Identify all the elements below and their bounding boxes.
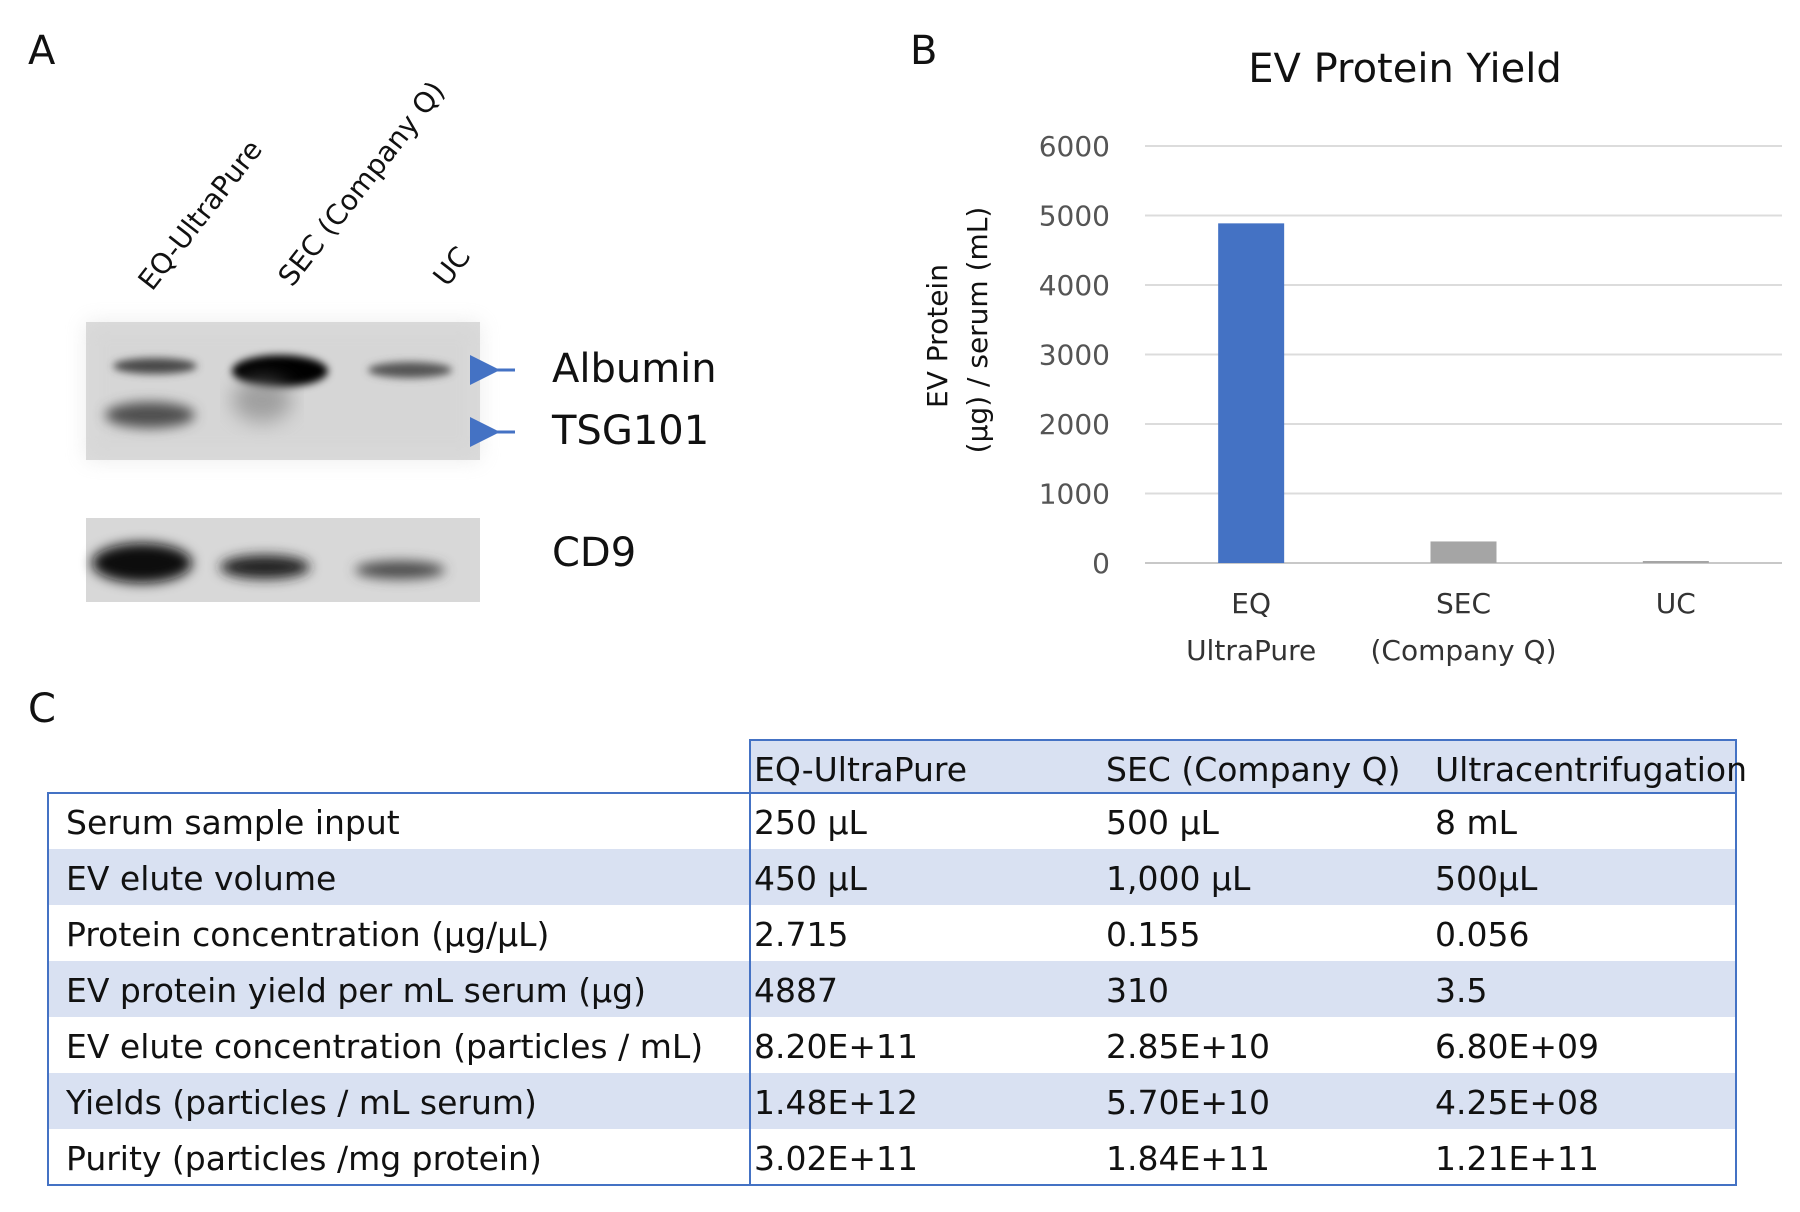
- x-tick-label: UltraPure: [1186, 634, 1316, 667]
- table-row-label: Serum sample input: [66, 803, 400, 842]
- table-row-stripe: [48, 961, 1736, 1017]
- table-cell: 1,000 µL: [1106, 859, 1251, 898]
- chart-x-ticks: EQ UltraPure SEC (Company Q) UC: [1186, 587, 1696, 667]
- panel-label-a: A: [28, 28, 56, 74]
- table-cell: 450 µL: [754, 859, 867, 898]
- band-albumin-uc: [368, 362, 452, 378]
- table-cell: 2.85E+10: [1106, 1027, 1270, 1066]
- marker-label-tsg101: TSG101: [551, 408, 709, 454]
- table-header-bg: [749, 739, 1737, 794]
- table-header-cell: EQ-UltraPure: [754, 750, 967, 789]
- x-tick-label: SEC: [1436, 587, 1491, 620]
- table-cell: 4.25E+08: [1435, 1083, 1599, 1122]
- y-tick-label: 3000: [1039, 339, 1110, 372]
- y-tick-label: 6000: [1039, 130, 1110, 163]
- table-cell: 3.02E+11: [754, 1139, 918, 1178]
- table-cell: 3.5: [1435, 971, 1487, 1010]
- marker-label-albumin: Albumin: [552, 346, 717, 392]
- table-cell: 2.715: [754, 915, 848, 954]
- bar-2: [1642, 561, 1709, 563]
- y-tick-label: 5000: [1039, 200, 1110, 233]
- panel-label-b: B: [910, 28, 938, 74]
- band-cd9-sec: [220, 555, 310, 579]
- western-blot-panel: EQ-UltraPure SEC (Company Q) UC Albumin …: [86, 75, 717, 602]
- chart-title: EV Protein Yield: [1248, 46, 1562, 92]
- table-cell: 500 µL: [1106, 803, 1219, 842]
- table-header-cell: Ultracentrifugation: [1435, 750, 1747, 789]
- y-tick-label: 1000: [1039, 478, 1110, 511]
- table-border: [47, 792, 1737, 1186]
- x-tick-label: (Company Q): [1371, 634, 1557, 667]
- chart-y-ticks: 0 1000 2000 3000 4000 5000 6000: [1039, 130, 1110, 580]
- table-cell: 1.21E+11: [1435, 1139, 1599, 1178]
- table-cell: 4887: [754, 971, 838, 1010]
- table-cell: 8 mL: [1435, 803, 1518, 842]
- blot-strip-albumin-tsg101: [86, 322, 480, 460]
- band-cd9-uc: [355, 561, 445, 579]
- blot-strip-cd9: [86, 518, 480, 602]
- y-tick-label: 4000: [1039, 269, 1110, 302]
- x-tick-label: UC: [1656, 587, 1696, 620]
- y-axis-label-line1: EV Protein: [921, 264, 954, 408]
- band-albumin-eq: [113, 358, 197, 374]
- panel-label-c: C: [28, 686, 56, 732]
- table-row-label: Protein concentration (µg/µL): [66, 915, 549, 954]
- table-cell: 1.48E+12: [754, 1083, 918, 1122]
- table-row-stripe: [48, 1073, 1736, 1129]
- table-cell: 250 µL: [754, 803, 867, 842]
- x-tick-label: EQ: [1231, 587, 1271, 620]
- table-cell: 1.84E+11: [1106, 1139, 1270, 1178]
- table-row-label: EV elute concentration (particles / mL): [66, 1027, 703, 1066]
- table-row-label: EV elute volume: [66, 859, 336, 898]
- table-row-stripe: [48, 849, 1736, 905]
- table-cell: 500µL: [1435, 859, 1538, 898]
- marker-label-cd9: CD9: [552, 530, 636, 576]
- ev-protein-yield-chart: EV Protein Yield EV Protein (µg) / serum…: [921, 46, 1782, 667]
- table-cell: 310: [1106, 971, 1169, 1010]
- table-cell: 0.056: [1435, 915, 1529, 954]
- table-row-label: Purity (particles /mg protein): [66, 1139, 542, 1178]
- table-cell: 5.70E+10: [1106, 1083, 1270, 1122]
- y-axis-label-line2: (µg) / serum (mL): [961, 207, 994, 454]
- table-cell: 0.155: [1106, 915, 1200, 954]
- band-tsg101-eq: [105, 402, 195, 428]
- table-header-cell: SEC (Company Q): [1106, 750, 1401, 789]
- y-tick-label: 0: [1092, 547, 1110, 580]
- bar-1: [1430, 541, 1497, 563]
- bar-0: [1218, 223, 1285, 563]
- chart-bars: [1218, 223, 1709, 563]
- y-tick-label: 2000: [1039, 408, 1110, 441]
- table-cell: 6.80E+09: [1435, 1027, 1599, 1066]
- band-cd9-eq: [92, 543, 192, 583]
- table-row-label: EV protein yield per mL serum (µg): [66, 971, 646, 1010]
- table-cell: 8.20E+11: [754, 1027, 918, 1066]
- table-row-label: Yields (particles / mL serum): [65, 1083, 537, 1122]
